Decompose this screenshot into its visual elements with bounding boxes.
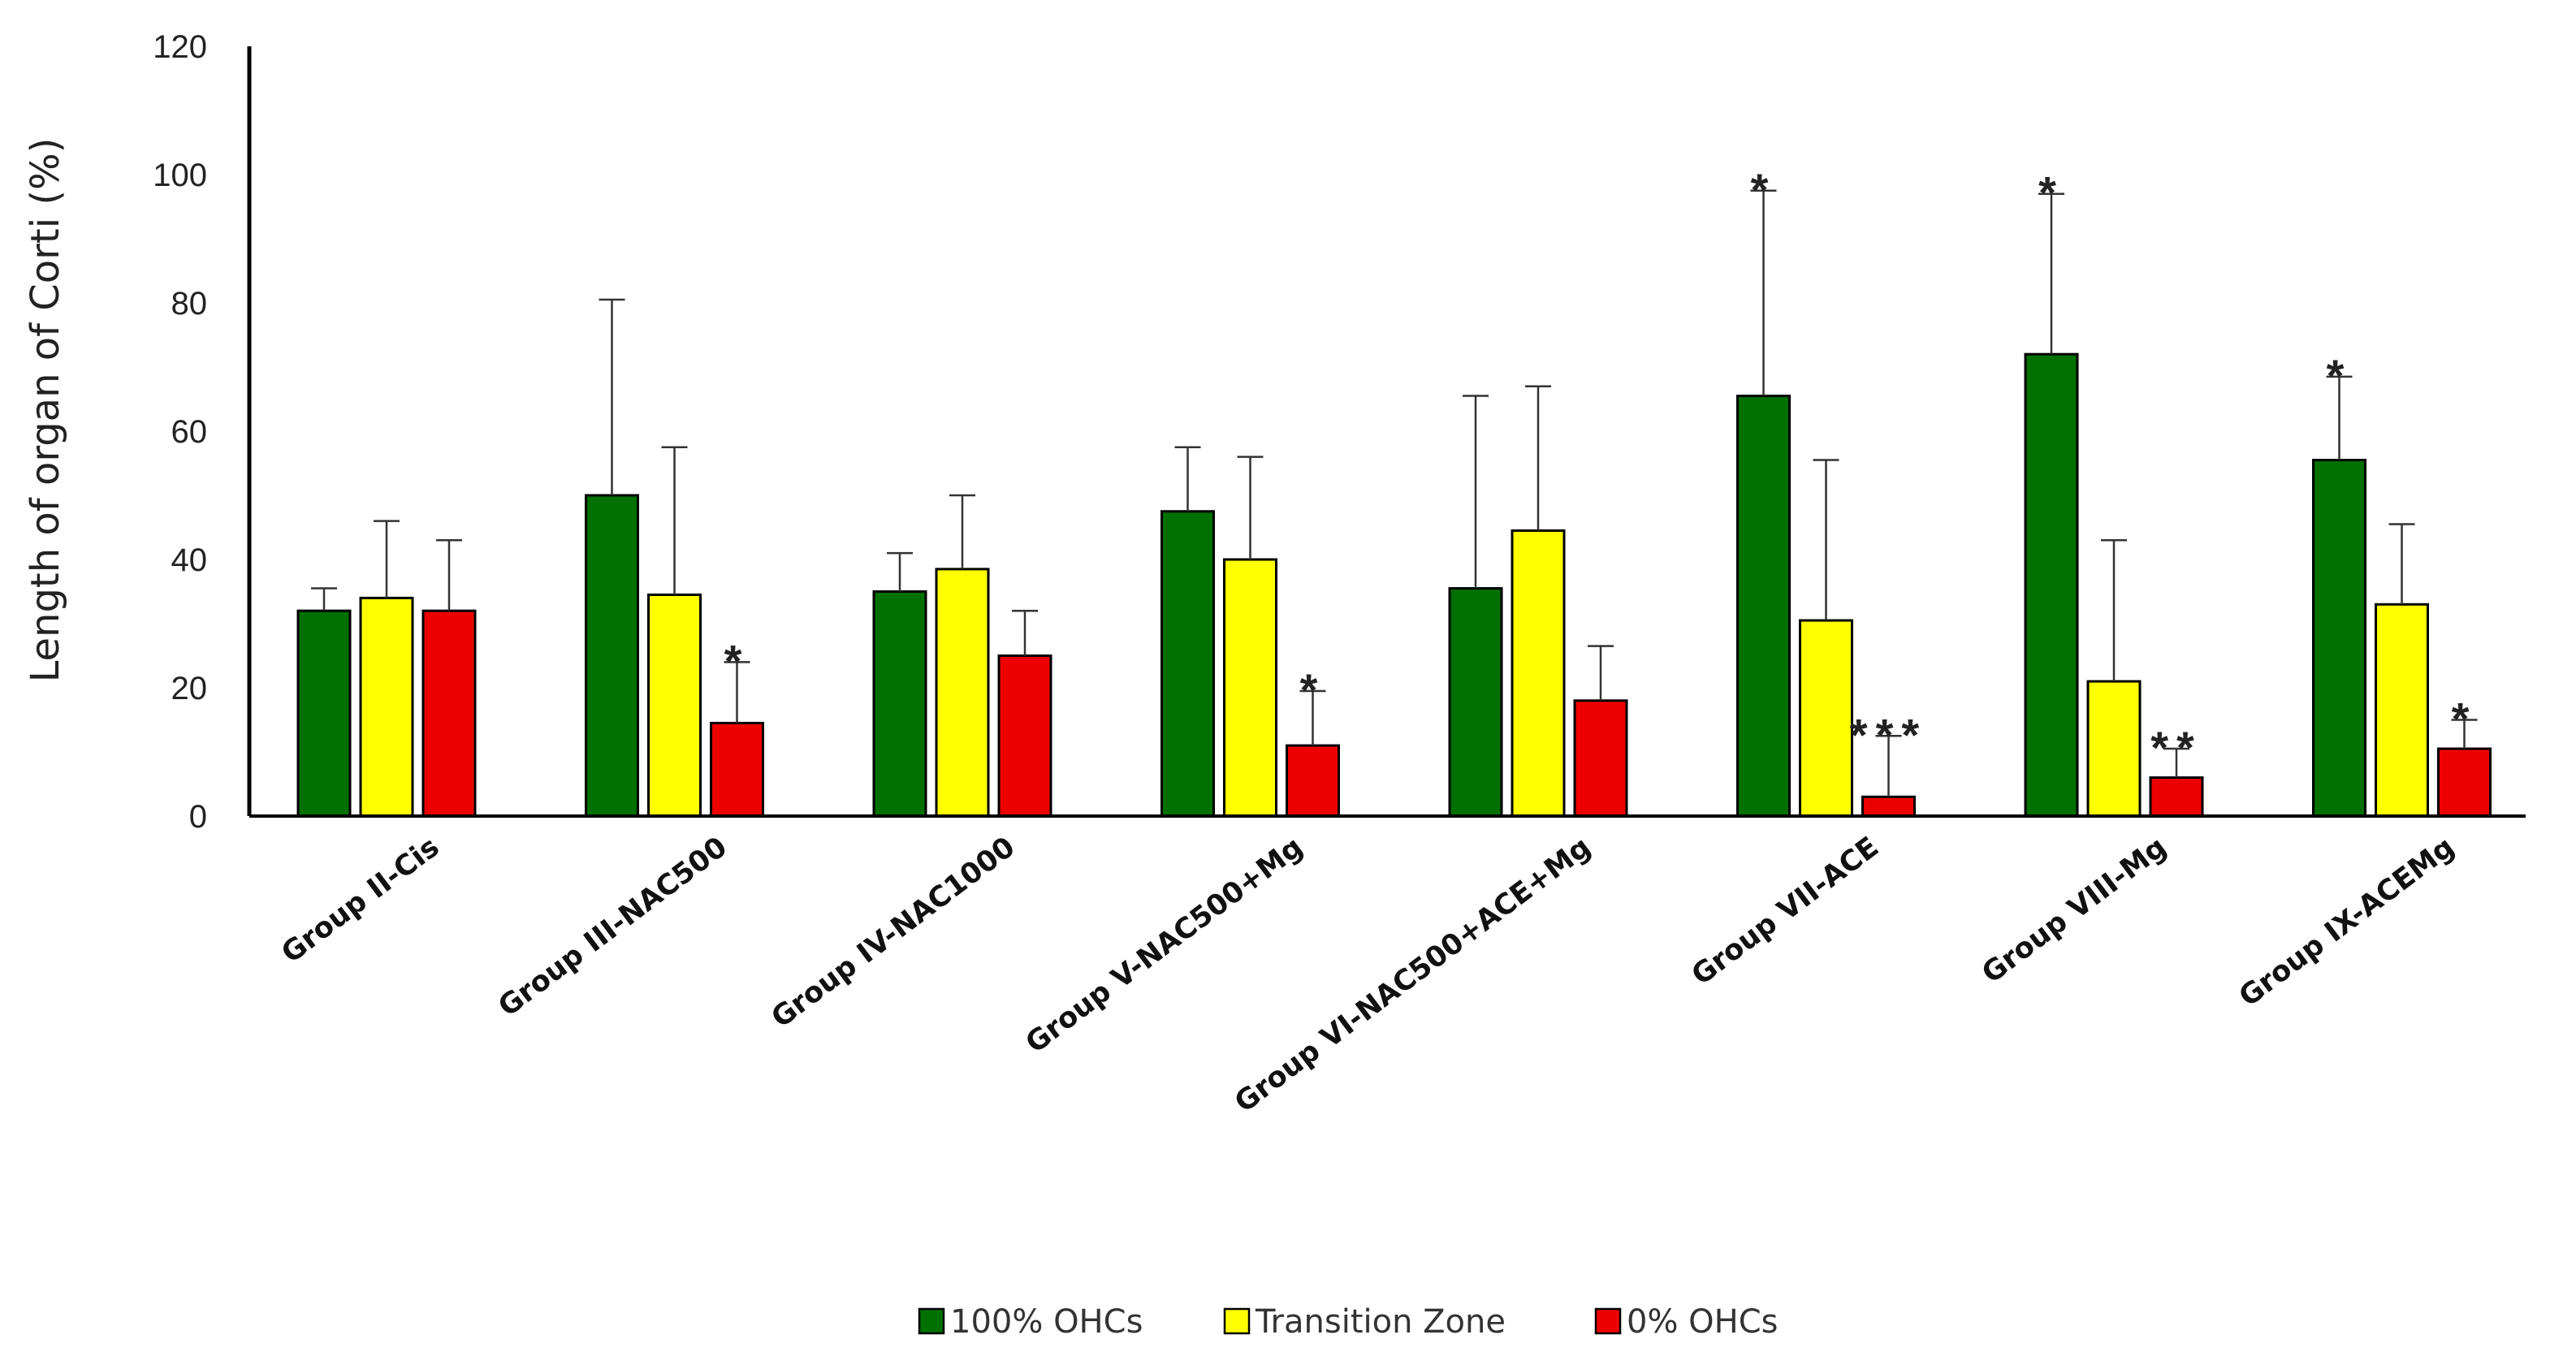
bar	[1160, 510, 1215, 818]
bar	[296, 609, 352, 818]
y-tick-label: 120	[153, 29, 207, 65]
bar	[710, 721, 764, 818]
bar	[997, 654, 1052, 818]
bar-series	[296, 352, 2492, 818]
bar	[2086, 680, 2142, 818]
x-tick-label: Group VIII-Mg	[1977, 831, 2173, 990]
x-tick-label: Group IV-NAC1000	[766, 831, 1022, 1035]
y-tick-label: 100	[153, 158, 207, 193]
bar	[1286, 744, 1340, 818]
bar	[1736, 395, 1791, 818]
bar	[2375, 603, 2429, 818]
y-axis-title: Length of organ of Corti (%)	[23, 138, 68, 683]
bar	[1448, 587, 1503, 818]
bar	[585, 494, 639, 818]
significance-label: *	[1751, 164, 1777, 215]
y-tick-label: 20	[171, 671, 208, 706]
legend-label: Transition Zone	[1255, 1303, 1506, 1341]
error-bars	[311, 189, 2478, 797]
significance-label: *	[724, 635, 750, 686]
bar	[1511, 529, 1566, 818]
x-tick-label: Group II-Cis	[276, 831, 446, 970]
bar	[1573, 699, 1628, 818]
bar	[421, 609, 477, 818]
bar	[2312, 459, 2366, 818]
legend-swatch	[1594, 1307, 1622, 1335]
bar	[872, 590, 927, 818]
y-tick-label: 0	[189, 799, 207, 835]
bar	[1799, 619, 1853, 818]
x-tick-label: Group IX-ACEMg	[2233, 831, 2461, 1013]
y-tick-label: 40	[171, 542, 208, 578]
bar	[2437, 747, 2492, 818]
y-axis-ticks: 0 20 40 60 80 100 120	[153, 29, 207, 835]
significance-label: **	[2150, 722, 2202, 773]
legend: 100% OHCs Transition Zone 0% OHCs	[918, 1303, 1779, 1341]
significance-label: *	[2327, 350, 2353, 401]
axes	[247, 46, 2526, 818]
x-tick-label: Group III-NAC500	[493, 831, 733, 1023]
bar	[1861, 795, 1916, 818]
significance-label: *	[1300, 664, 1326, 715]
bar	[1223, 558, 1277, 818]
x-axis-categories: Group II-Cis Group III-NAC500 Group IV-NAC…	[276, 831, 2461, 1119]
significance-marks: ***********	[724, 164, 2478, 773]
bar	[2024, 352, 2079, 818]
x-tick-label: Group VII-ACE	[1686, 831, 1885, 991]
legend-label: 100% OHCs	[950, 1303, 1143, 1341]
y-tick-label: 60	[171, 414, 208, 450]
significance-label: *	[2452, 693, 2478, 745]
bar	[359, 596, 414, 818]
significance-label: *	[2038, 167, 2064, 218]
significance-label: ***	[1850, 709, 1927, 760]
legend-label: 0% OHCs	[1627, 1303, 1779, 1341]
bar	[2149, 776, 2204, 818]
legend-swatch	[918, 1307, 945, 1335]
x-tick-label: Group V-NAC500+Mg	[1020, 831, 1309, 1060]
y-tick-label: 80	[171, 286, 208, 322]
legend-swatch	[1223, 1307, 1251, 1335]
bar	[935, 568, 990, 818]
bar	[647, 593, 702, 818]
